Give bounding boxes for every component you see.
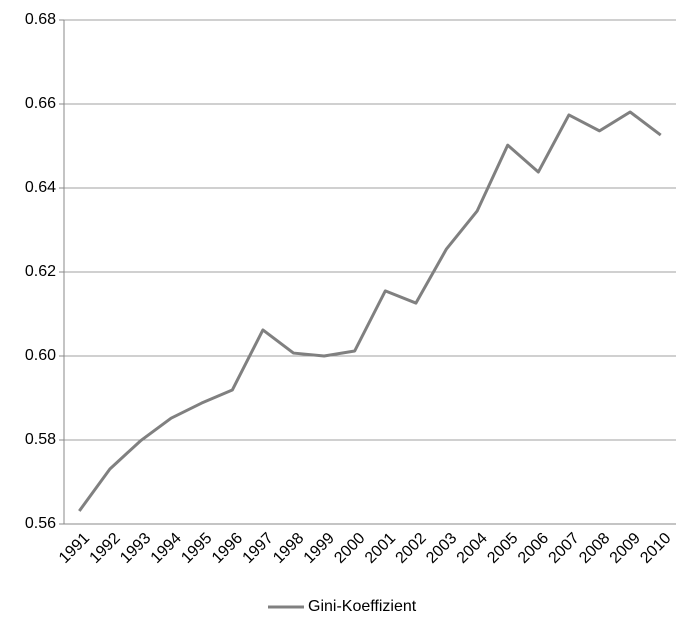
data-line	[78, 110, 662, 512]
x-tick-label: 2001	[362, 530, 399, 567]
x-tick-label: 1999	[301, 530, 338, 567]
x-tick-label: 1994	[148, 530, 185, 567]
y-tick-label: 0.60	[25, 347, 56, 364]
x-tick-label: 2007	[546, 530, 583, 567]
x-tick-label: 1991	[56, 530, 93, 567]
x-tick-label: 2010	[637, 530, 674, 567]
x-tick-label: 1993	[117, 530, 154, 567]
y-tick-label: 0.58	[25, 431, 56, 448]
x-tick-label: 1998	[270, 530, 307, 567]
y-tick-label: 0.64	[25, 179, 56, 196]
x-tick-label: 2003	[423, 530, 460, 567]
x-tick-label: 2009	[607, 530, 644, 567]
y-tick-label: 0.62	[25, 263, 56, 280]
y-tick-label: 0.56	[25, 515, 56, 532]
x-tick-label: 1997	[240, 530, 277, 567]
x-tick-label: 1996	[209, 530, 246, 567]
x-tick-label: 2000	[331, 530, 368, 567]
x-tick-label: 2008	[576, 530, 613, 567]
x-tick-label: 1995	[178, 530, 215, 567]
y-tick-label: 0.68	[25, 11, 56, 28]
y-tick-label: 0.66	[25, 95, 56, 112]
x-tick-label: 2002	[393, 530, 430, 567]
x-tick-label: 2006	[515, 530, 552, 567]
x-tick-label: 2004	[454, 530, 491, 567]
x-tick-label: 1992	[87, 530, 124, 567]
legend-label: Gini-Koeffizient	[308, 598, 417, 615]
x-tick-label: 2005	[484, 530, 521, 567]
